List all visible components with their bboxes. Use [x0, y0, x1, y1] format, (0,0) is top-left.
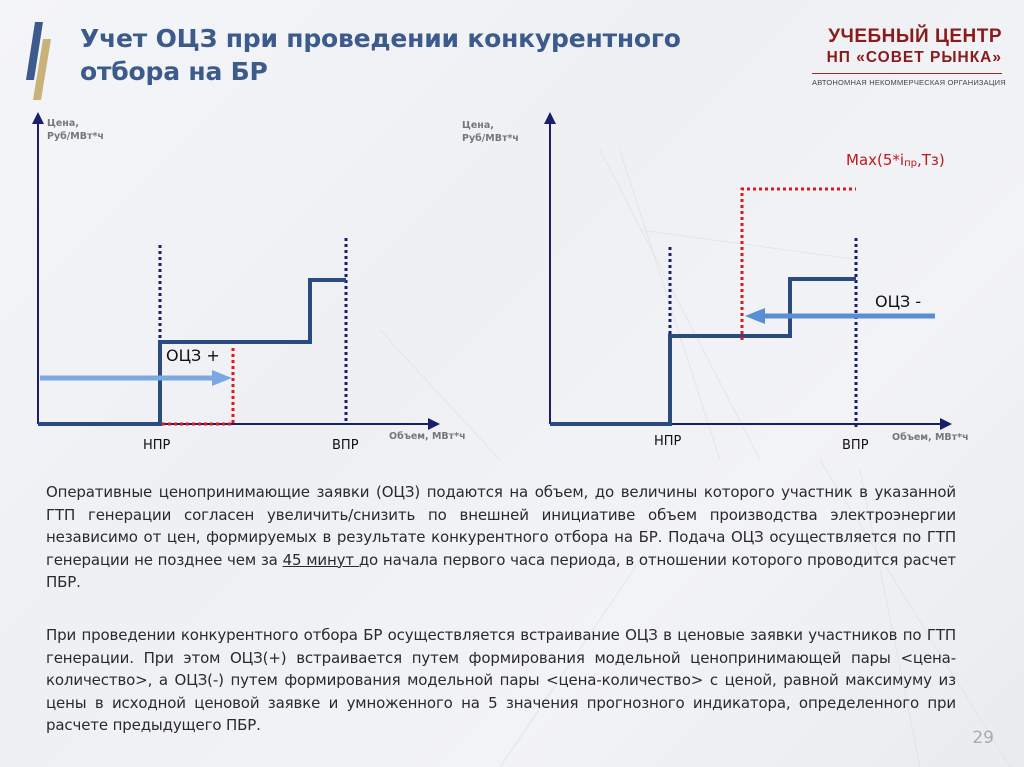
logo-line-3: АВТОНОМНАЯ НЕКОММЕРЧЕСКАЯ ОРГАНИЗАЦИЯ — [812, 78, 1006, 87]
y-label-line-2: Руб/МВт*ч — [47, 131, 104, 142]
page-number: 29 — [972, 728, 994, 748]
y-label-line-2: Руб/МВт*ч — [462, 133, 519, 144]
max-label-sub: пр — [904, 158, 917, 169]
ocz-plus-label: ОЦЗ + — [166, 346, 220, 365]
logo-line-1: УЧЕБНЫЙ ЦЕНТР — [828, 26, 1002, 47]
y-label-line-1: Цена, — [47, 118, 79, 129]
logo: УЧЕБНЫЙ ЦЕНТР НП «СОВЕТ РЫНКА» АВТОНОМНА… — [812, 26, 1006, 87]
left-npr-label: НПР — [143, 438, 171, 453]
page-title: Учет ОЦЗ при проведении конкурентного от… — [80, 22, 681, 88]
y-axis-arrow-icon — [32, 112, 44, 124]
para1-underlined: 45 минут — [282, 550, 359, 569]
title-accent-icon — [26, 22, 51, 100]
ocz-minus-label: ОЦЗ - — [875, 292, 922, 311]
right-x-axis-label: Объем, МВт*ч — [892, 432, 969, 443]
max-label-main: Max(5*i — [846, 151, 905, 169]
paragraph-1: Оперативные ценопринимающие заявки (ОЦЗ)… — [46, 481, 956, 594]
logo-line-2: НП «СОВЕТ РЫНКА» — [826, 49, 1002, 66]
y-label-line-1: Цена, — [462, 120, 494, 131]
right-y-axis-label: Цена, Руб/МВт*ч — [462, 119, 519, 145]
left-x-axis-label: Объем, МВт*ч — [389, 431, 466, 442]
right-npr-label: НПР — [654, 434, 682, 449]
max-label-tail: ,Тз) — [916, 151, 945, 169]
left-y-axis-label: Цена, Руб/МВт*ч — [47, 117, 104, 143]
ocz-minus-arrow-icon — [745, 308, 765, 324]
title-line-1: Учет ОЦЗ при проведении конкурентного — [80, 24, 681, 53]
max-price-label: Max(5*iпр,Тз) — [846, 151, 945, 169]
x-axis-arrow-icon — [428, 418, 440, 430]
para1-text-end: до начала первого часа периода, в отноше… — [46, 550, 956, 592]
x-axis-arrow-icon — [940, 418, 952, 430]
ocz-plus-arrow-icon — [212, 370, 232, 386]
title-line-2: отбора на БР — [80, 57, 268, 86]
y-axis-arrow-icon — [544, 112, 556, 124]
para1-text: Оперативные ценопринимающие заявки (ОЦЗ)… — [46, 483, 956, 569]
paragraph-2: При проведении конкурентного отбора БР о… — [46, 626, 956, 735]
right-vpr-label: ВПР — [842, 438, 869, 453]
logo-divider — [812, 73, 1002, 74]
left-vpr-label: ВПР — [332, 438, 359, 453]
